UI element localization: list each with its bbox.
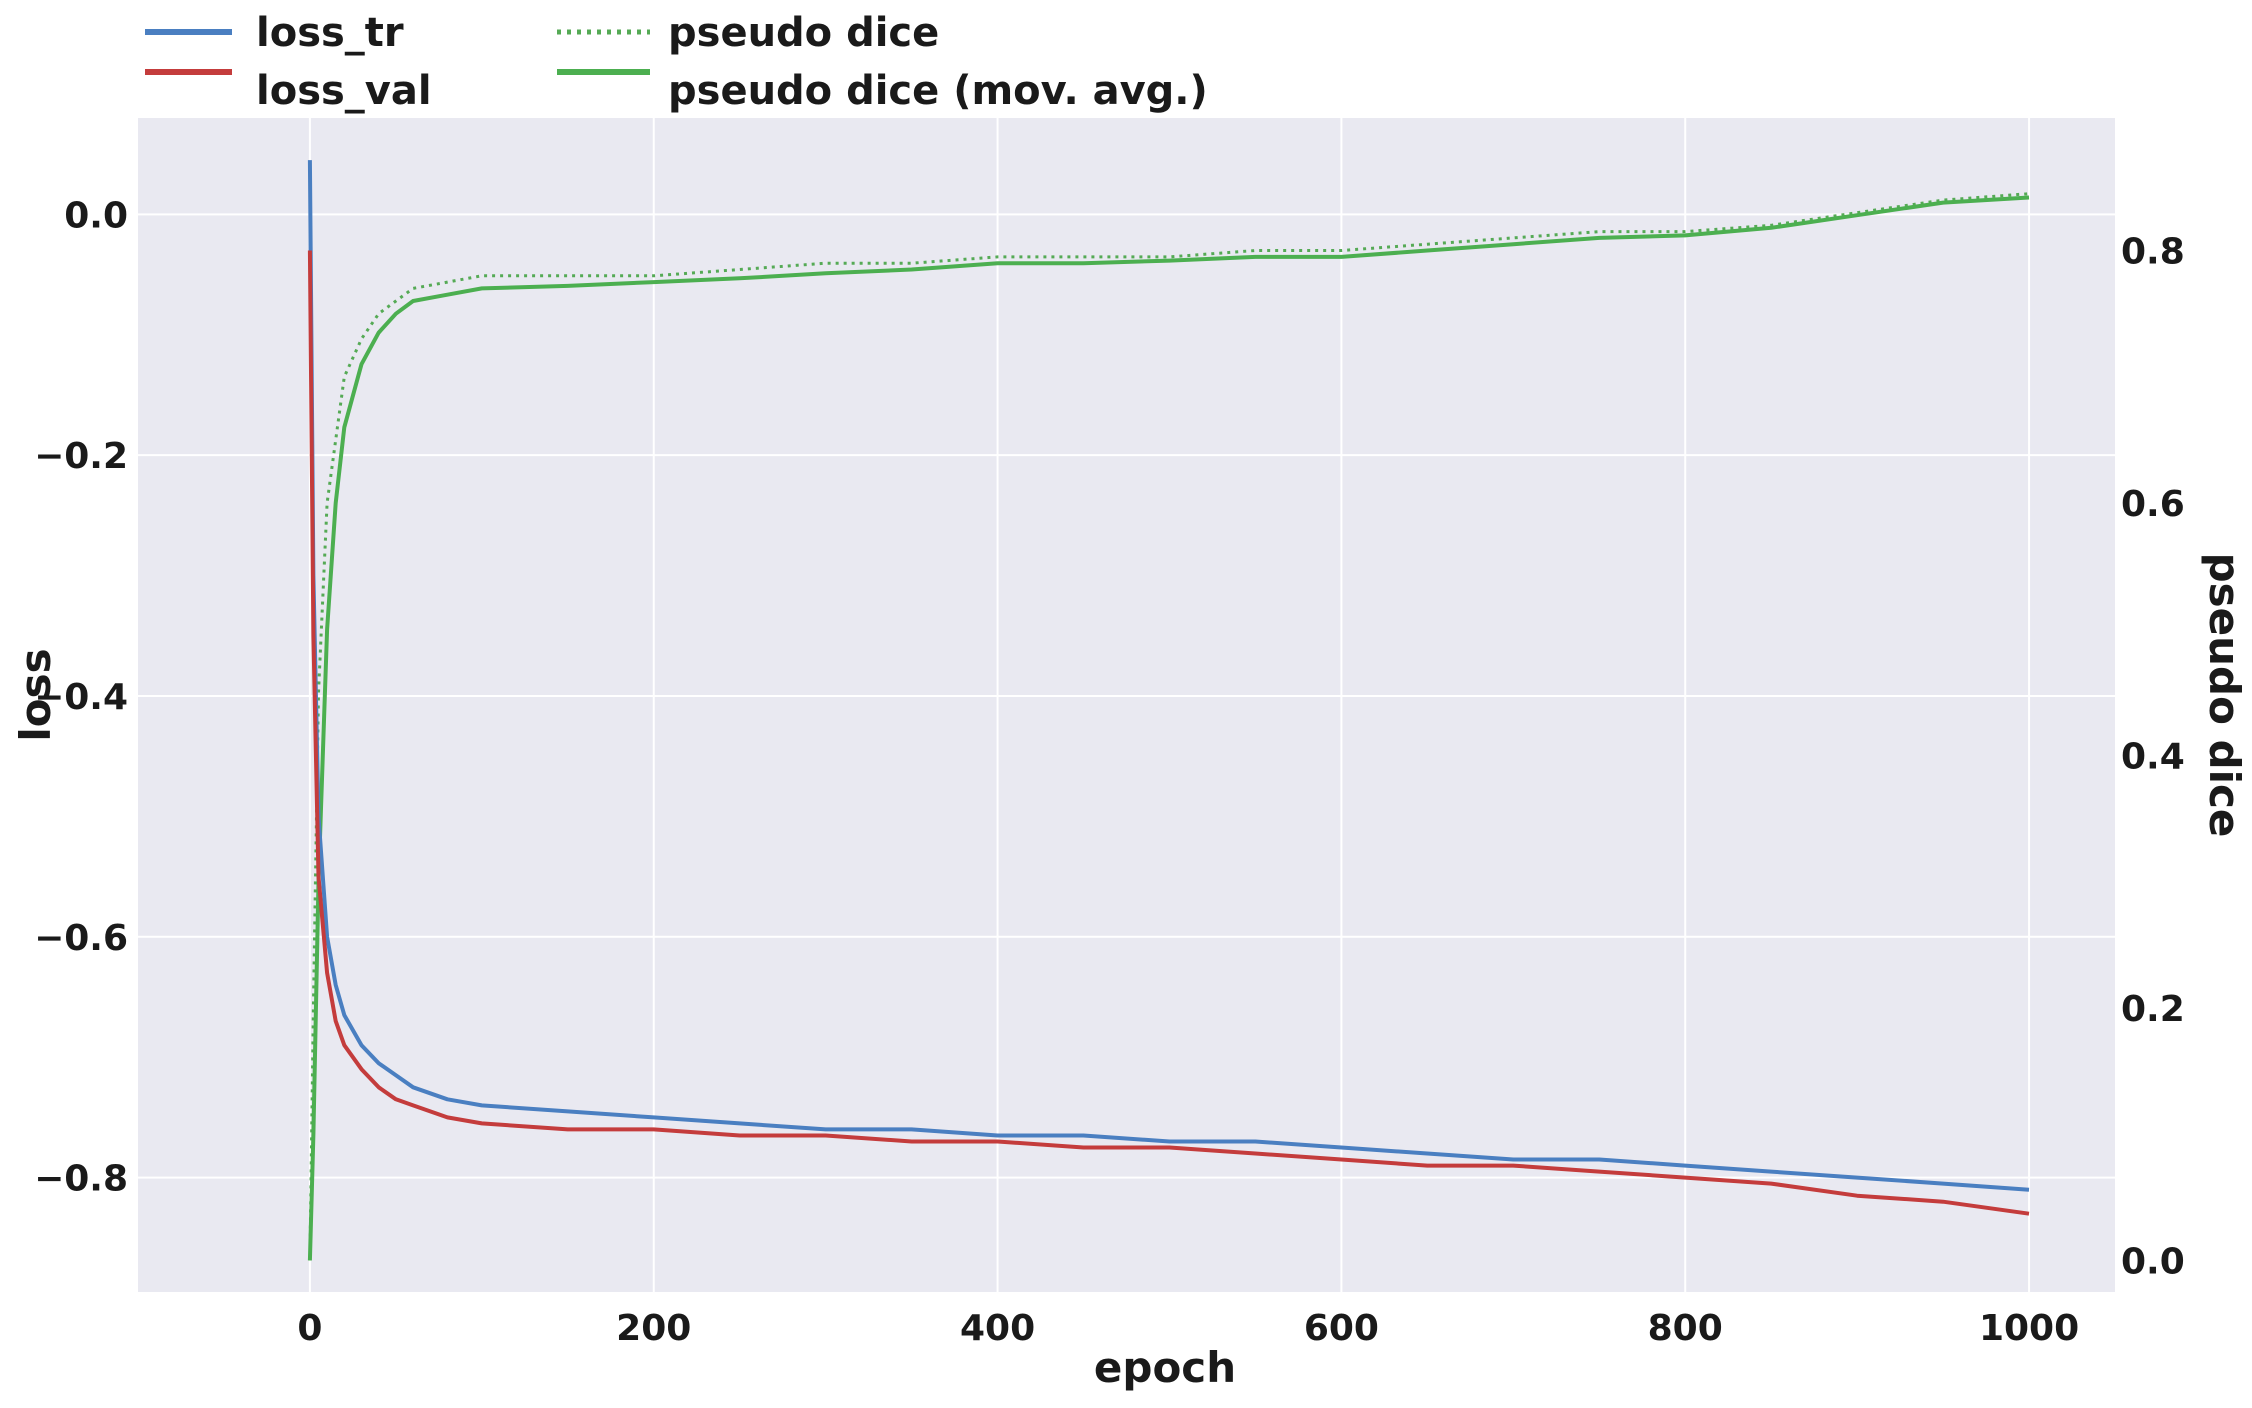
y-right-tick-label: 0.8	[2121, 232, 2185, 273]
y-right-tick-label: 0.2	[2121, 989, 2185, 1030]
legend: loss_tr loss_val pseudo dice pseudo dice…	[145, 10, 1208, 114]
y-left-tick-label: −0.4	[34, 677, 128, 718]
y-right-axis-label: pseudo dice	[2200, 553, 2249, 838]
x-tick-label: 1000	[1979, 1308, 2079, 1349]
x-tick-label: 800	[1648, 1308, 1723, 1349]
plot-area	[138, 118, 2115, 1292]
y-left-axis-label: loss	[11, 648, 60, 741]
y-right-tick-label: 0.4	[2121, 736, 2185, 777]
y-right-axis-ticks: 0.8 0.6 0.4 0.2 0.0	[2121, 232, 2185, 1283]
legend-label-pseudo-dice-mov-avg: pseudo dice (mov. avg.)	[668, 68, 1208, 114]
x-tick-label: 0	[297, 1308, 322, 1349]
y-right-tick-label: 0.0	[2121, 1241, 2185, 1282]
y-right-tick-label: 0.6	[2121, 484, 2185, 525]
x-axis-label: epoch	[1094, 1343, 1236, 1392]
x-axis-ticks: 0 200 400 600 800 1000	[297, 1308, 2079, 1349]
series-line-pseudo-dice-mov-avg	[307, 195, 2030, 1261]
x-tick-label: 400	[960, 1308, 1035, 1349]
x-tick-label: 600	[1304, 1308, 1379, 1349]
y-left-tick-label: −0.6	[34, 918, 128, 959]
series-line-pseudo-dice	[308, 192, 2030, 1261]
y-left-tick-label: 0.0	[64, 195, 128, 236]
legend-label-loss-tr: loss_tr	[256, 10, 404, 56]
series-layer	[307, 160, 2030, 1261]
grid	[138, 118, 2115, 1292]
series-line-loss-tr	[307, 160, 2030, 1192]
legend-label-pseudo-dice: pseudo dice	[668, 10, 939, 56]
y-left-axis-ticks: 0.0 −0.2 −0.4 −0.6 −0.8	[34, 195, 128, 1199]
y-left-tick-label: −0.2	[34, 436, 128, 477]
y-left-tick-label: −0.8	[34, 1159, 128, 1200]
legend-label-loss-val: loss_val	[256, 68, 432, 114]
x-tick-label: 200	[616, 1308, 691, 1349]
series-line-loss-val	[307, 250, 2030, 1216]
